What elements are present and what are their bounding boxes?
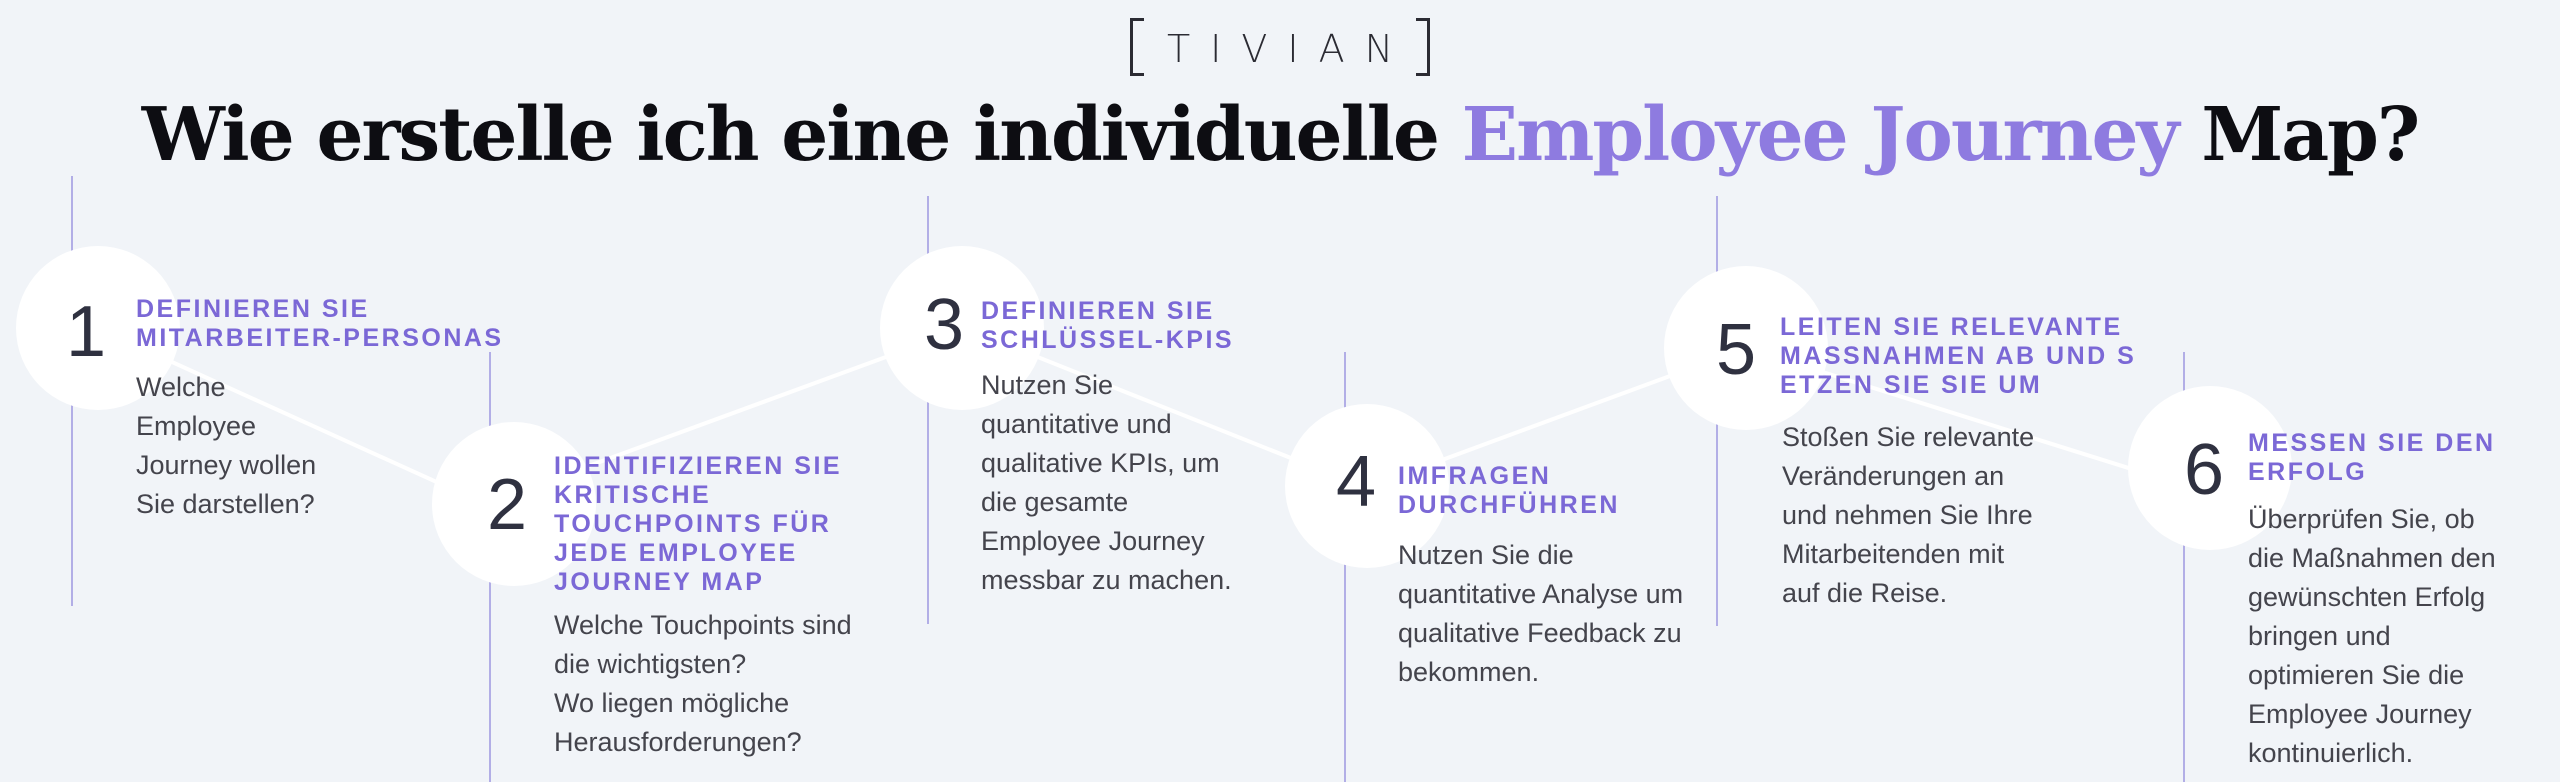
step-1-number: 1 [66, 292, 107, 372]
step-4-circle [1285, 404, 1449, 568]
step-3-description: Nutzen Sie quantitative und qualitative … [981, 370, 1232, 595]
guide-line-4 [1344, 352, 1346, 782]
step-4-number: 4 [1336, 442, 1377, 522]
step-2-heading: IDENTIFIZIEREN SIE KRITISCHE TOUCHPOINTS… [554, 452, 843, 596]
step-5-number: 5 [1716, 310, 1757, 390]
logo-text: TIVIAN [1166, 27, 1414, 71]
step-3-heading: DEFINIEREN SIE SCHLÜSSEL-KPIS [981, 297, 1235, 354]
step-6-description: Überprüfen Sie, ob die Maßnahmen den gew… [2248, 504, 2496, 768]
step-6-number: 6 [2184, 430, 2225, 510]
step-2-description: Welche Touchpoints sind die wichtigsten?… [554, 610, 852, 757]
step-3-circle [880, 246, 1044, 410]
step-4-description: Nutzen Sie die quantitative Analyse um q… [1398, 540, 1684, 687]
step-6-heading: MESSEN SIE DEN ERFOLG [2248, 429, 2496, 486]
guide-line-3 [927, 196, 929, 624]
step-6-circle [2128, 386, 2292, 550]
title-accent: Employee Journey [1461, 92, 2180, 178]
step-5-description: Stoßen Sie relevante Veränderungen an un… [1782, 422, 2035, 608]
step-4-heading: IMFRAGEN DURCHFÜHREN [1398, 462, 1620, 519]
step-1-circle [16, 246, 180, 410]
step-2-number: 2 [487, 465, 528, 545]
step-5-circle [1664, 266, 1828, 430]
step-2-circle [432, 422, 596, 586]
step-5-heading: LEITEN SIE RELEVANTE MASSNAHMEN AB UND S… [1780, 313, 2137, 399]
guide-line-6 [2183, 352, 2185, 782]
tivian-logo: TIVIAN [1130, 18, 1430, 80]
title-part2: Map? [2177, 92, 2420, 178]
logo-right-bracket [1416, 18, 1430, 76]
title-part1: Wie erstelle ich eine individuelle [141, 92, 1462, 178]
step-1-heading: DEFINIEREN SIE MITARBEITER-PERSONAS [136, 295, 504, 352]
step-1-description: Welche Employee Journey wollen Sie darst… [136, 372, 317, 519]
logo-left-bracket [1130, 18, 1144, 76]
page-title: Wie erstelle ich eine individuelle Emplo… [0, 92, 2560, 178]
step-3-number: 3 [924, 285, 965, 365]
